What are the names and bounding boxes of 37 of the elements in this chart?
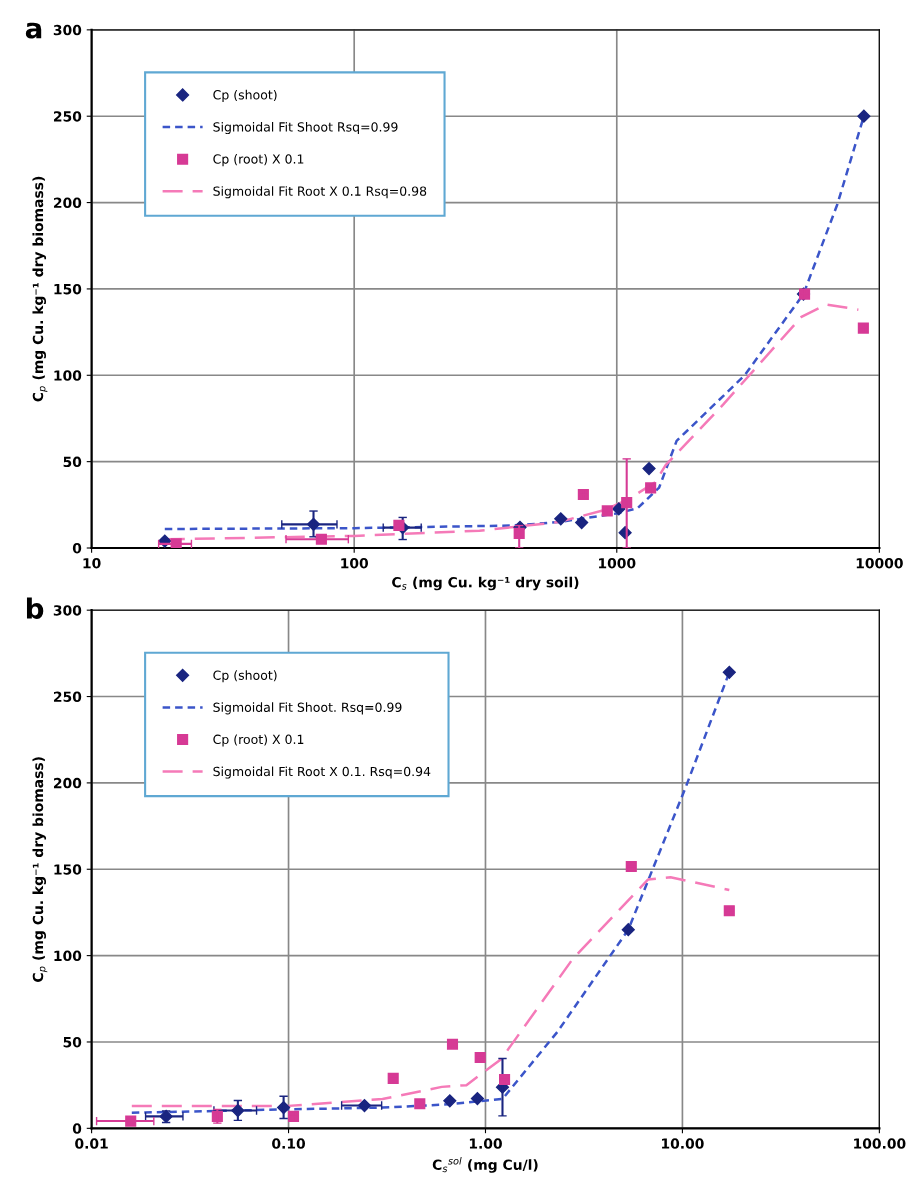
x-tick-label: 100 bbox=[341, 557, 369, 569]
x-tick-label: 10 bbox=[83, 557, 101, 569]
x-tick-label: 10000 bbox=[856, 557, 903, 569]
legend-label: Sigmoidal Fit Root X 0.1 Rsq=0.98 bbox=[213, 186, 427, 199]
legend-label: Sigmoidal Fit Root X 0.1. Rsq=0.94 bbox=[213, 766, 431, 779]
y-tick-label: 50 bbox=[63, 1036, 82, 1048]
x-tick-label: 0.01 bbox=[75, 1138, 108, 1149]
legend-label: Cp (root) X 0.1 bbox=[213, 734, 304, 747]
legend-label: Sigmoidal Fit Shoot. Rsq=0.99 bbox=[213, 702, 402, 715]
x-tick-label: 0.10 bbox=[272, 1138, 306, 1149]
y-tick-label: 200 bbox=[53, 777, 82, 789]
y-tick-label: 0 bbox=[72, 1123, 82, 1134]
x-tick-label: 1000 bbox=[599, 557, 636, 569]
x-axis-title: C$_{s}$ (mg Cu. kg⁻¹ dry soil) bbox=[392, 576, 579, 591]
chart-title: b bbox=[26, 597, 44, 619]
y-tick-label: 100 bbox=[54, 950, 82, 962]
y-tick-label: 100 bbox=[54, 370, 82, 381]
y-tick-label: 250 bbox=[53, 691, 82, 703]
y-tick-label: 200 bbox=[53, 197, 82, 209]
legend-label: Cp (root) X 0.1 bbox=[213, 154, 304, 167]
y-tick-label: 150 bbox=[54, 864, 82, 875]
y-tick-label: 0 bbox=[72, 542, 82, 554]
x-tick-label: 10.00 bbox=[662, 1138, 704, 1149]
y-tick-label: 300 bbox=[53, 24, 82, 36]
legend-label: Sigmoidal Fit Shoot Rsq=0.99 bbox=[213, 121, 398, 135]
legend-label: Cp (shoot) bbox=[213, 89, 277, 102]
x-tick-label: 100.00 bbox=[854, 1138, 906, 1149]
legend-label: Cp (shoot) bbox=[213, 670, 277, 683]
y-tick-label: 150 bbox=[54, 283, 82, 295]
x-tick-label: 1.00 bbox=[469, 1138, 502, 1149]
y-tick-label: 300 bbox=[53, 605, 82, 616]
y-axis-title: C$_{p}$ (mg Cu. kg⁻¹ dry biomass) bbox=[32, 757, 48, 982]
x-axis-title: C$_{s}$$^{sol}$ (mg Cu/l) bbox=[432, 1157, 538, 1173]
y-tick-label: 50 bbox=[63, 456, 82, 468]
chart-title: a bbox=[25, 22, 42, 39]
y-axis-title: C$_{p}$ (mg Cu. kg⁻¹ dry biomass) bbox=[32, 176, 48, 402]
y-tick-label: 250 bbox=[53, 111, 82, 122]
